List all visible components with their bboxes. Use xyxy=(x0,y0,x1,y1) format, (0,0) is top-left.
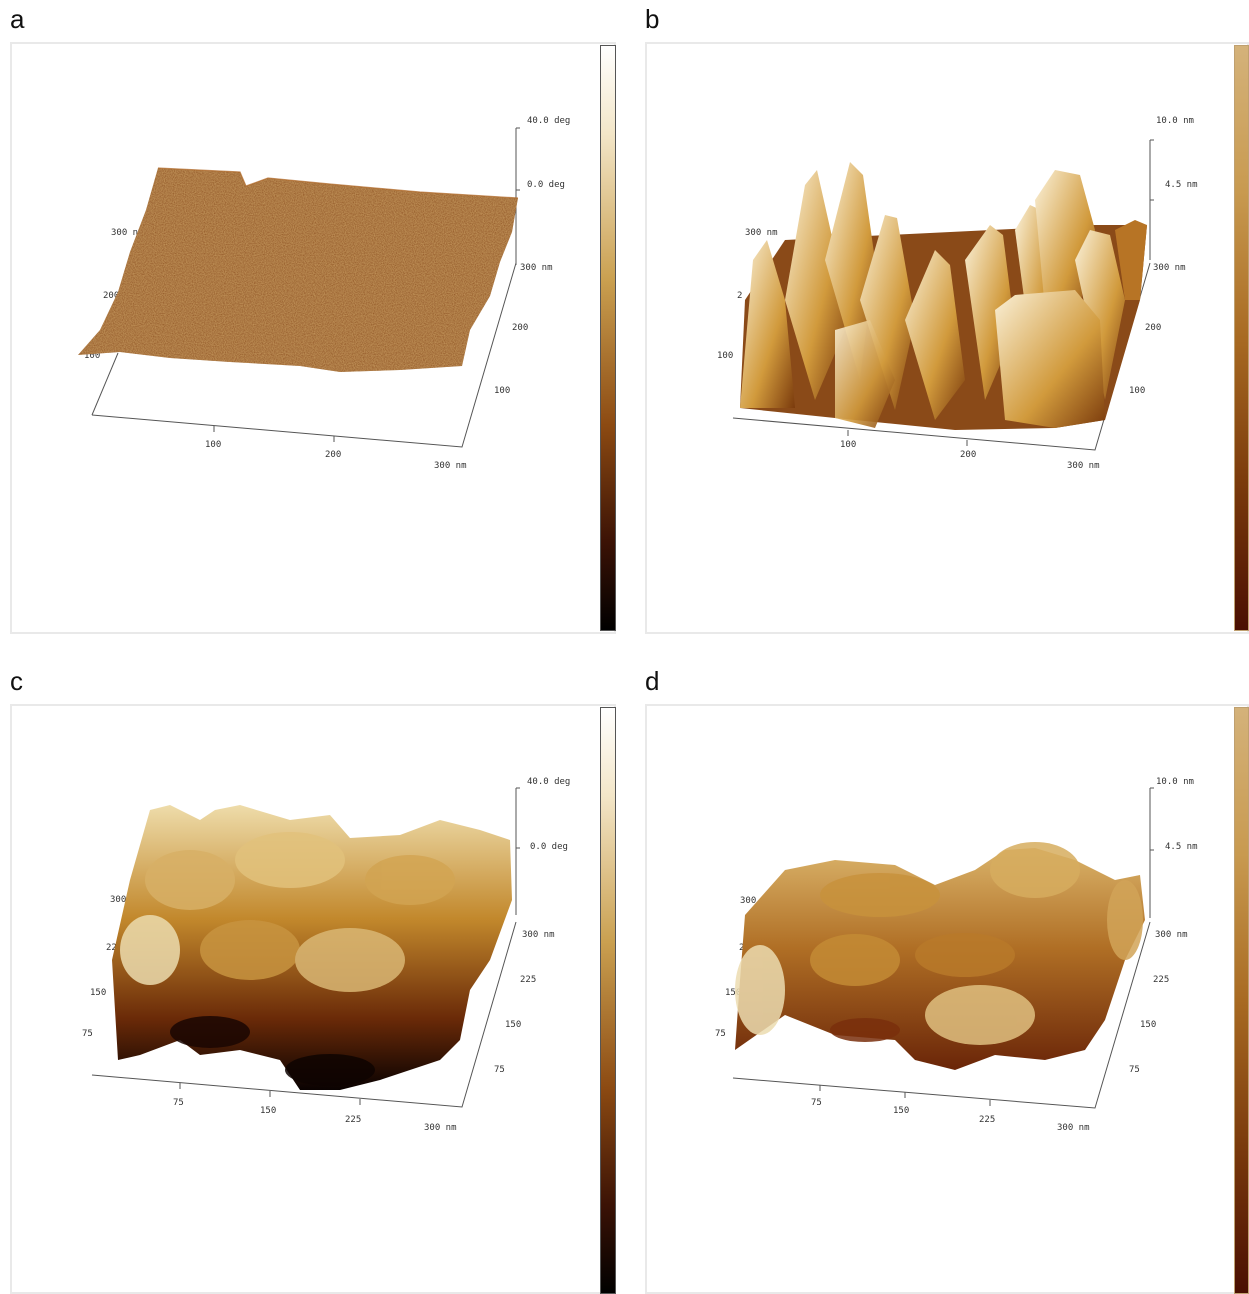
x-tick-a-2: 300 nm xyxy=(434,461,467,471)
back-label-b-0: 300 nm xyxy=(745,228,778,238)
colorbar-a xyxy=(600,45,616,631)
y-tick-c-0: 300 nm xyxy=(522,930,555,940)
afm-plot-b: 10.0 nm 4.5 nm 100 200 300 nm 300 nm 200… xyxy=(717,116,1198,471)
back-label-a-0: 300 nm xyxy=(111,228,144,238)
back-label-d-3: 75 xyxy=(715,1029,726,1039)
y-tick-a-0: 300 nm xyxy=(520,263,553,273)
back-label-d-1: 2 xyxy=(739,943,744,953)
back-label-d-2: 150 xyxy=(725,988,741,998)
afm-plot-a: 40.0 deg 0.0 deg 100 200 300 nm 300 nm 2… xyxy=(78,116,570,471)
z-tick-a-0: 40.0 deg xyxy=(527,116,570,126)
z-tick-c-0: 40.0 deg xyxy=(527,777,570,787)
surface-b-peaks xyxy=(740,162,1147,428)
surface-a xyxy=(78,168,518,372)
y-tick-b-0: 300 nm xyxy=(1153,263,1186,273)
z-tick-d-1: 4.5 nm xyxy=(1165,842,1198,852)
back-label-b-1: 2 xyxy=(737,291,742,301)
z-tick-b-0: 10.0 nm xyxy=(1156,116,1194,126)
y-tick-d-3: 75 xyxy=(1129,1065,1140,1075)
y-tick-d-1: 225 xyxy=(1153,975,1169,985)
panel-letter-b: b xyxy=(645,4,660,34)
x-tick-d-2: 225 xyxy=(979,1115,995,1125)
x-tick-b-1: 200 xyxy=(960,450,976,460)
y-tick-d-2: 150 xyxy=(1140,1020,1156,1030)
surface-d-relief xyxy=(735,842,1143,1045)
x-tick-c-2: 225 xyxy=(345,1115,361,1125)
y-tick-b-2: 100 xyxy=(1129,386,1145,396)
x-tick-d-1: 150 xyxy=(893,1106,909,1116)
z-tick-a-1: 0.0 deg xyxy=(527,180,565,190)
x-tick-a-1: 200 xyxy=(325,450,341,460)
panel-letter-d: d xyxy=(645,666,660,696)
y-tick-d-0: 300 nm xyxy=(1155,930,1188,940)
x-tick-c-1: 150 xyxy=(260,1106,276,1116)
x-tick-a-0: 100 xyxy=(205,440,221,450)
panel-letter-c: c xyxy=(10,666,23,696)
back-label-c-1: 22 xyxy=(106,943,117,953)
y-tick-b-1: 200 xyxy=(1145,323,1161,333)
afm-plot-d: 10.0 nm 4.5 nm 75 150 225 300 nm 300 nm … xyxy=(715,777,1198,1133)
back-label-a-2: 100 xyxy=(84,351,100,361)
y-tick-a-2: 100 xyxy=(494,386,510,396)
x-tick-b-2: 300 nm xyxy=(1067,461,1100,471)
back-label-d-0: 300 nm xyxy=(740,896,773,906)
z-tick-c-1: 0.0 deg xyxy=(530,842,568,852)
x-tick-c-0: 75 xyxy=(173,1098,184,1108)
y-tick-c-2: 150 xyxy=(505,1020,521,1030)
z-tick-b-1: 4.5 nm xyxy=(1165,180,1198,190)
x-tick-d-3: 300 nm xyxy=(1057,1123,1090,1133)
panel-letter-a: a xyxy=(10,4,25,34)
back-label-c-0: 300 xyxy=(110,895,126,905)
x-tick-d-0: 75 xyxy=(811,1098,822,1108)
y-tick-c-1: 225 xyxy=(520,975,536,985)
back-label-a-1: 200 xyxy=(103,291,119,301)
surface-c-relief xyxy=(120,832,455,1086)
y-tick-c-3: 75 xyxy=(494,1065,505,1075)
back-label-c-3: 75 xyxy=(82,1029,93,1039)
base-frame-a xyxy=(91,262,517,448)
back-label-b-2: 100 xyxy=(717,351,733,361)
back-label-c-2: 150 xyxy=(90,988,106,998)
x-tick-c-3: 300 nm xyxy=(424,1123,457,1133)
afm-plot-c: 40.0 deg 0.0 deg 75 150 225 300 nm 300 n… xyxy=(82,777,570,1133)
y-tick-a-1: 200 xyxy=(512,323,528,333)
z-tick-d-0: 10.0 nm xyxy=(1156,777,1194,787)
x-tick-b-0: 100 xyxy=(840,440,856,450)
